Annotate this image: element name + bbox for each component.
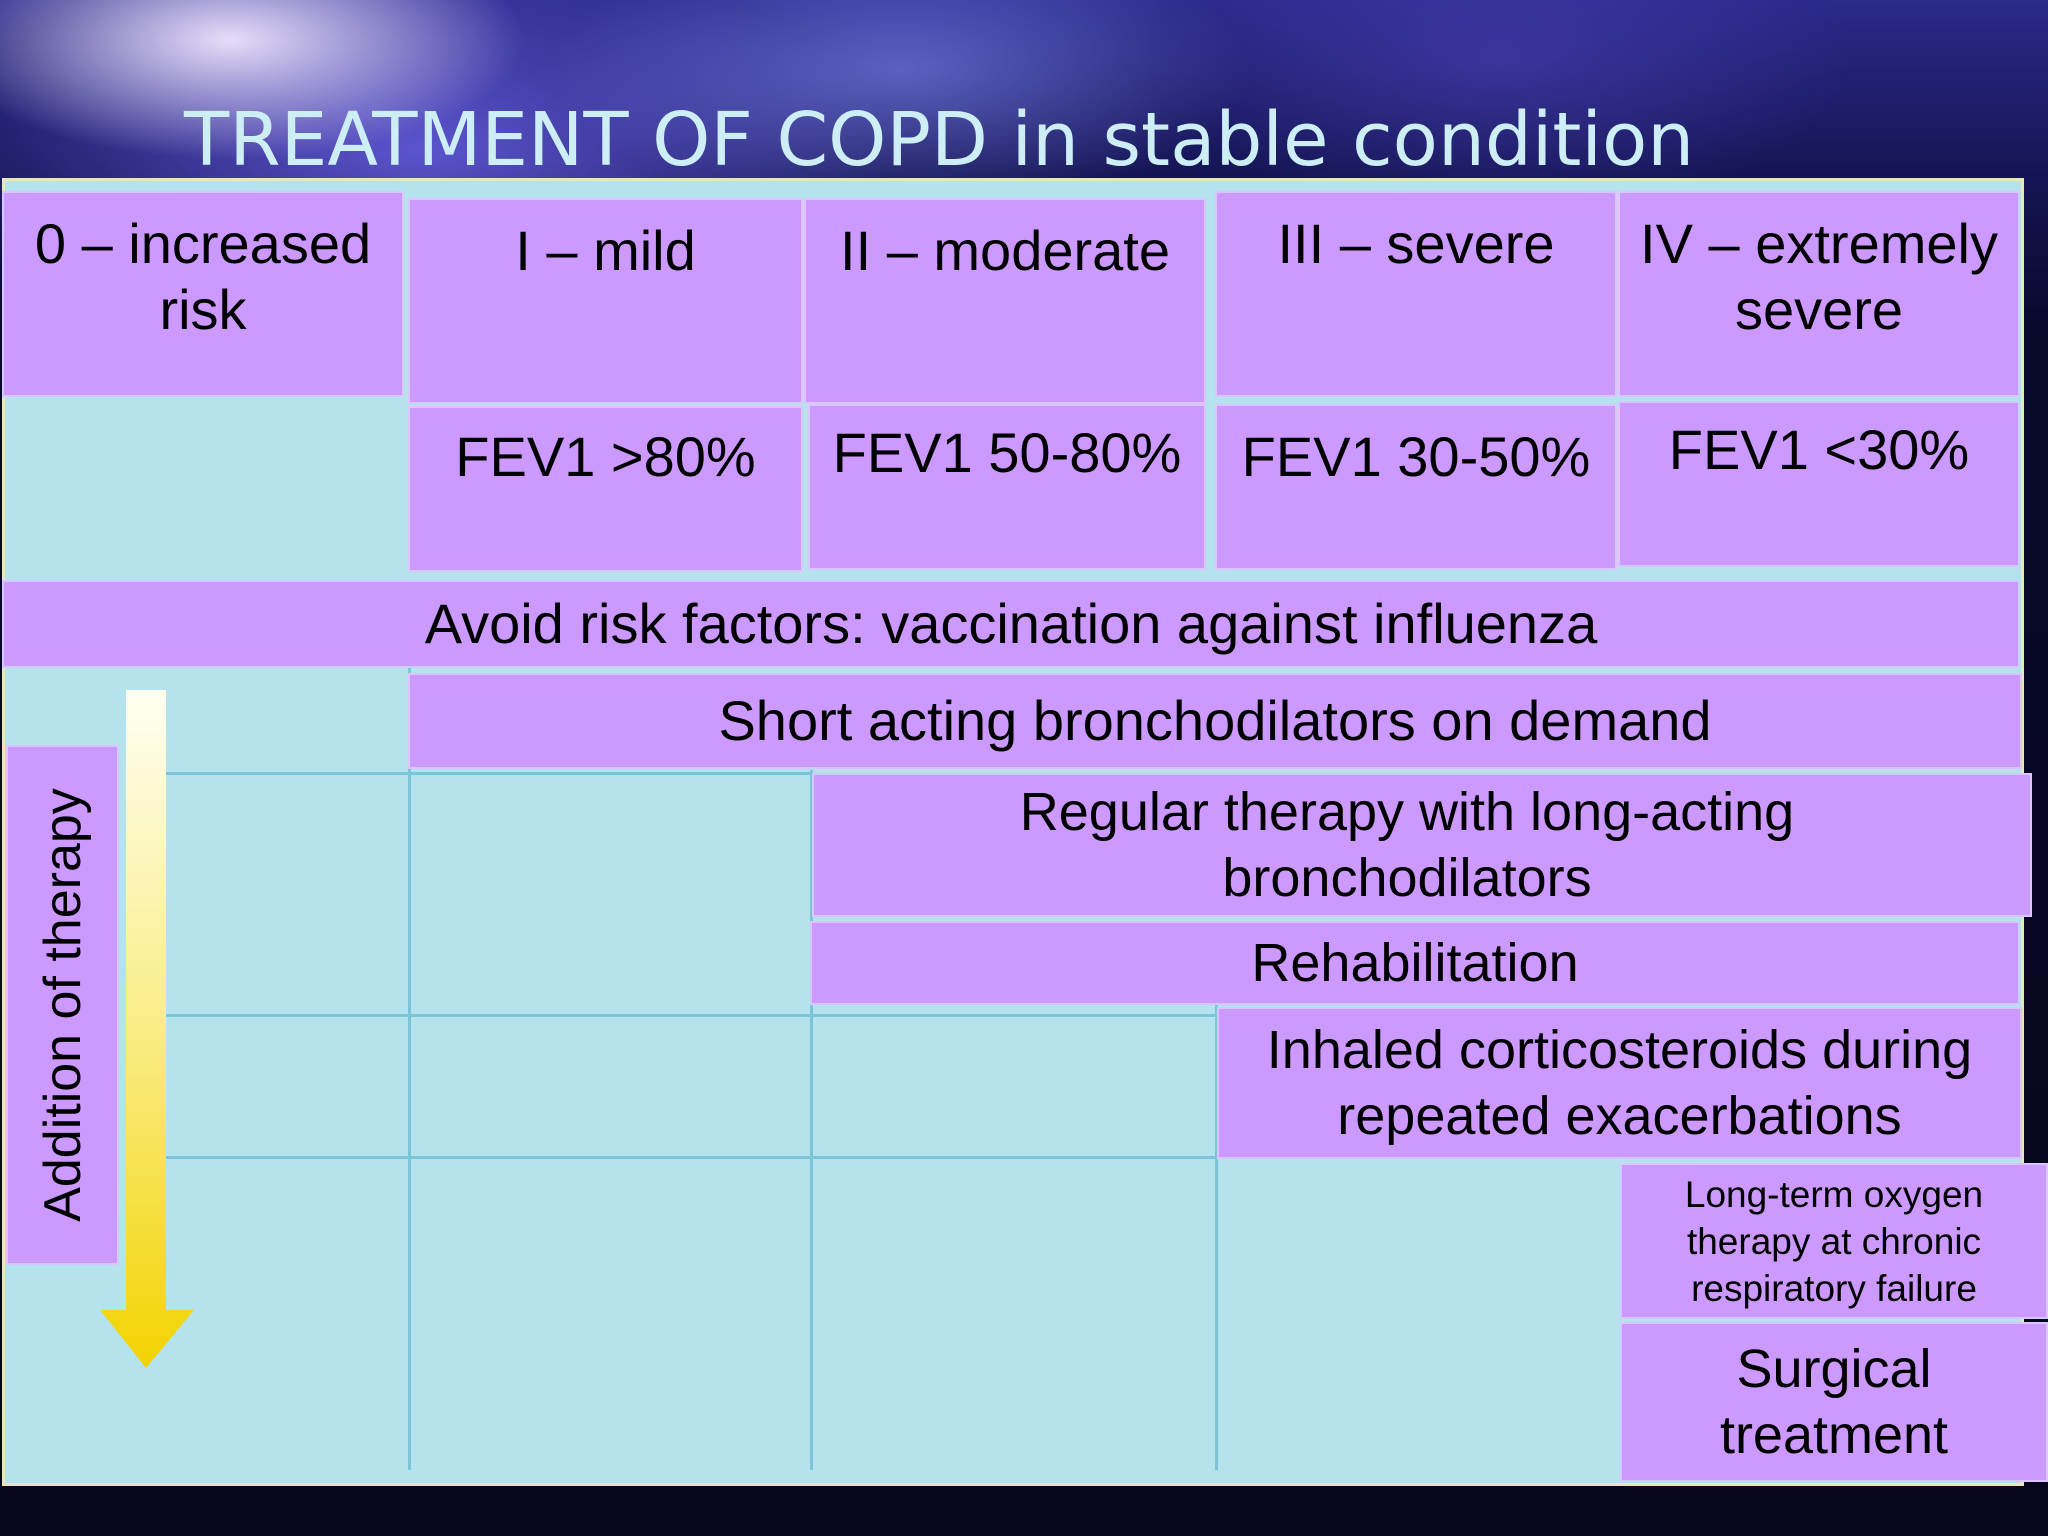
fev1-stage-2: FEV1 50-80% xyxy=(808,404,1206,570)
grid-line xyxy=(160,1014,1215,1017)
therapy-regular: Regular therapy with long-acting broncho… xyxy=(812,773,2032,917)
stage-header-0: 0 – increased risk xyxy=(2,191,404,397)
therapy-oxygen: Long-term oxygen therapy at chronic resp… xyxy=(1620,1163,2048,1319)
therapy-inhaled-corticosteroids: Inhaled corticosteroids during repeated … xyxy=(1217,1007,2022,1159)
stage-header-1: I – mild xyxy=(408,198,803,404)
therapy-avoid-risk: Avoid risk factors: vaccination against … xyxy=(2,580,2020,668)
stage-header-4: IV – extremely severe xyxy=(1618,191,2020,397)
addition-of-therapy-text: Addition of therapy xyxy=(33,788,92,1222)
grid-line xyxy=(408,660,411,1470)
fev1-stage-1: FEV1 >80% xyxy=(408,406,803,572)
fev1-stage-3: FEV1 30-50% xyxy=(1215,404,1617,570)
addition-of-therapy-label: Addition of therapy xyxy=(6,745,119,1265)
grid-line xyxy=(810,770,813,1470)
stage-header-3: III – severe xyxy=(1215,191,1617,397)
therapy-rehabilitation: Rehabilitation xyxy=(810,921,2020,1005)
grid-line xyxy=(1215,1000,1218,1470)
therapy-surgical: Surgical treatment xyxy=(1620,1322,2048,1482)
therapy-short-acting: Short acting bronchodilators on demand xyxy=(408,673,2022,769)
grid-line xyxy=(160,1156,1620,1159)
therapy-arrow-icon xyxy=(100,690,194,1368)
fev1-stage-4: FEV1 <30% xyxy=(1618,401,2020,567)
stage-header-2: II – moderate xyxy=(804,198,1206,404)
grid-line xyxy=(160,772,810,775)
slide-title: TREATMENT OF COPD in stable condition xyxy=(184,97,1695,183)
